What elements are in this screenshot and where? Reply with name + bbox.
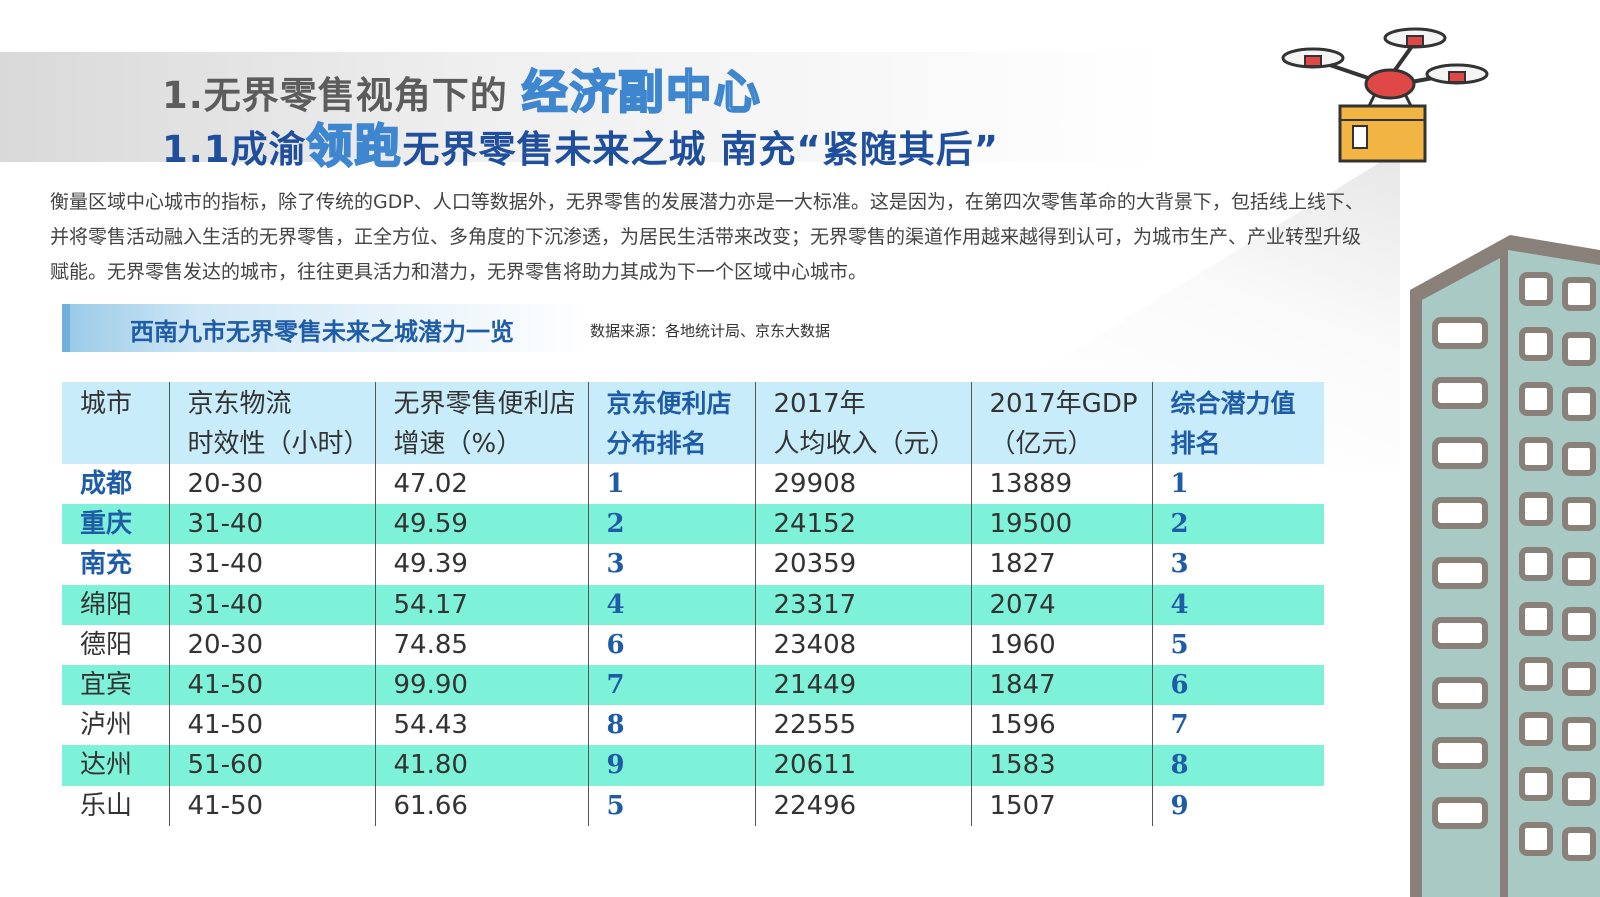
table-header-row: 城市 京东物流 时效性（小时） 无界零售便利店 增速（%） 京东便利店 分布排名 20… [62,382,1324,464]
table-title: 西南九市无界零售未来之城潜力一览 [130,318,514,346]
table-row: 重庆 31-40 49.59 2 24152 19500 2 [62,504,1324,545]
page-title: 1.无界零售视角下的 经济副中心 [162,56,762,122]
city-cell: 乐山 [62,785,170,826]
store-rank-cell: 9 [588,745,756,786]
store-rank-cell: 5 [588,785,756,826]
header-logistics: 京东物流 时效性（小时） [169,382,376,464]
gdp-cell: 1596 [971,705,1153,746]
potential-rank-cell: 7 [1170,710,1189,741]
potential-rank-cell: 2 [1152,504,1324,545]
table-row: 绵阳 31-40 54.17 4 23317 2074 4 [62,584,1324,625]
potential-rank-cell: 4 [1152,584,1324,625]
gdp-cell: 13889 [971,464,1153,505]
potential-rank-cell: 1 [1170,469,1189,500]
gdp-cell: 19500 [971,504,1153,545]
gdp-cell: 1847 [971,664,1153,706]
logistics-cell: 20-30 [169,624,376,665]
logistics-cell: 20-30 [169,464,376,505]
store-rank-cell: 8 [588,705,756,746]
table-row: 南充 31-40 49.39 3 20359 1827 3 [62,544,1324,585]
city-cell: 德阳 [62,624,170,665]
potential-rank-cell: 8 [1152,745,1324,786]
city-cell: 宜宾 [62,664,170,706]
header-city: 城市 [62,382,170,464]
income-cell: 22496 [755,785,972,826]
title-line2-suffix: 无界零售未来之城 南充“紧随其后” [402,128,1000,171]
potential-rank-cell: 3 [1170,549,1189,580]
city-cell: 泸州 [62,705,170,746]
logistics-cell: 41-50 [169,664,376,706]
potential-rank-cell: 9 [1170,790,1189,821]
logistics-cell: 31-40 [169,544,376,585]
header-store-rank: 京东便利店 分布排名 [588,382,756,464]
header-potential-rank: 综合潜力值 排名 [1152,382,1324,464]
potential-rank-cell: 5 [1170,629,1189,660]
header-store-growth: 无界零售便利店 增速（%） [375,382,589,464]
table-row: 成都 20-30 47.02 1 29908 13889 1 [62,464,1324,505]
store-rank-cell: 2 [588,504,756,545]
table-row: 宜宾 41-50 99.90 7 21449 1847 6 [62,664,1324,706]
title-line1-prefix: 1.无界零售视角下的 [162,74,508,117]
building-icon [1410,235,1600,897]
intro-paragraph: 衡量区域中心城市的指标，除了传统的GDP、人口等数据外，无界零售的发展潜力亦是一… [50,191,1364,283]
growth-cell: 49.59 [375,504,589,545]
city-potential-table: 城市 京东物流 时效性（小时） 无界零售便利店 增速（%） 京东便利店 分布排名 20… [62,382,1324,826]
growth-cell: 54.17 [375,584,589,625]
page-subtitle: 1.1成渝领跑无界零售未来之城 南充“紧随其后” [162,110,999,176]
table-row: 乐山 41-50 61.66 5 22496 1507 9 [62,785,1324,826]
store-rank-cell: 7 [588,664,756,706]
potential-rank-cell: 6 [1152,664,1324,706]
city-cell: 成都 [62,464,170,505]
gdp-cell: 1827 [971,544,1153,585]
gdp-cell: 1507 [971,785,1153,826]
income-cell: 22555 [755,705,972,746]
city-cell: 南充 [62,544,170,585]
income-cell: 29908 [755,464,972,505]
gdp-cell: 2074 [971,584,1153,625]
gdp-cell: 1583 [971,745,1153,786]
title-line2-highlight: 领跑 [306,118,403,174]
subhead-bar [62,304,590,352]
city-cell: 绵阳 [62,584,170,625]
logistics-cell: 31-40 [169,584,376,625]
city-cell: 达州 [62,745,170,786]
growth-cell: 41.80 [375,745,589,786]
table-row: 德阳 20-30 74.85 6 23408 1960 5 [62,624,1324,665]
growth-cell: 47.02 [375,464,589,505]
data-source: 数据来源：各地统计局、京东大数据 [590,322,831,340]
growth-cell: 74.85 [375,624,589,665]
store-rank-cell: 1 [588,464,756,505]
header-gdp: 2017年GDP （亿元） [971,382,1153,464]
logistics-cell: 31-40 [169,504,376,545]
store-rank-cell: 6 [588,624,756,665]
income-cell: 24152 [755,504,972,545]
logistics-cell: 51-60 [169,745,376,786]
income-cell: 20359 [755,544,972,585]
store-rank-cell: 3 [588,544,756,585]
delivery-drone-icon [1281,27,1489,163]
income-cell: 23408 [755,624,972,665]
growth-cell: 54.43 [375,705,589,746]
logistics-cell: 41-50 [169,785,376,826]
income-cell: 23317 [755,584,972,625]
income-cell: 21449 [755,664,972,706]
table-row: 达州 51-60 41.80 9 20611 1583 8 [62,745,1324,786]
growth-cell: 61.66 [375,785,589,826]
title-line1-highlight: 经济副中心 [521,64,762,120]
header-income: 2017年 人均收入（元） [755,382,972,464]
title-line2-prefix: 1.1成渝 [162,128,307,171]
gdp-cell: 1960 [971,624,1153,665]
growth-cell: 49.39 [375,544,589,585]
growth-cell: 99.90 [375,664,589,706]
store-rank-cell: 4 [588,584,756,625]
income-cell: 20611 [755,745,972,786]
city-cell: 重庆 [62,504,170,545]
title-band [0,52,1370,162]
logistics-cell: 41-50 [169,705,376,746]
table-row: 泸州 41-50 54.43 8 22555 1596 7 [62,705,1324,746]
